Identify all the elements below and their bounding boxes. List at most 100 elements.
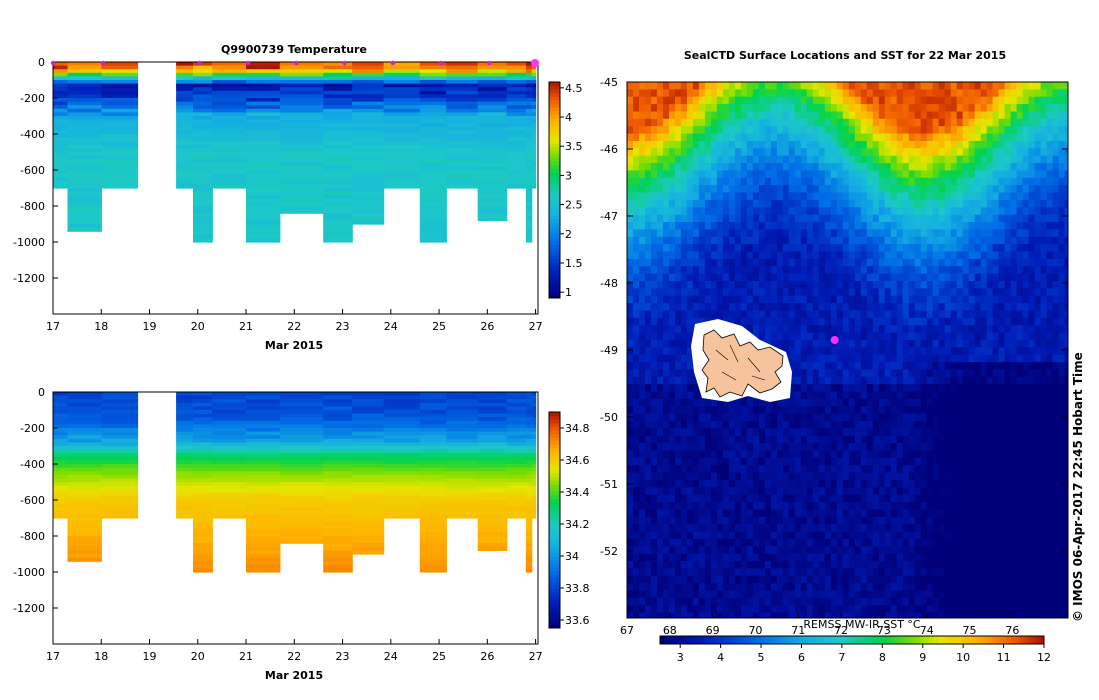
sst-cell (824, 369, 832, 378)
sst-cell (698, 118, 706, 127)
section-cell (383, 173, 421, 178)
sst-cell (830, 155, 838, 164)
sst-cell (758, 155, 766, 164)
sst-cell (860, 222, 868, 230)
sst-cell (914, 118, 922, 127)
sst-cell (1052, 384, 1060, 393)
sst-cell (998, 391, 1006, 400)
sst-cell (1052, 148, 1060, 157)
sst-cell (800, 244, 808, 252)
x-tick-label: 27 (529, 650, 543, 663)
section-cell (279, 435, 324, 440)
sst-cell (962, 111, 970, 120)
sst-cell (992, 347, 1000, 356)
section-cell (477, 209, 508, 214)
sst-cell (704, 177, 712, 186)
sst-cell (680, 303, 688, 311)
colorbar-swatch (549, 226, 560, 231)
sst-cell (740, 111, 748, 120)
sst-cell (812, 406, 820, 415)
section-cell (477, 141, 508, 146)
section-cell (531, 417, 537, 422)
sst-cell (896, 222, 904, 230)
sst-cell (1034, 244, 1042, 252)
sst-cell (974, 347, 982, 356)
sst-cell (746, 325, 754, 334)
sst-cell (675, 266, 682, 275)
section-cell (525, 112, 533, 117)
sst-cell (710, 303, 718, 311)
sst-cell (770, 229, 778, 238)
sst-cell (854, 133, 862, 142)
salinity-frame (52, 391, 539, 645)
sst-cell (704, 89, 712, 98)
sst-cell (908, 369, 916, 378)
section-cell (246, 478, 281, 483)
sst-cell (818, 258, 826, 267)
section-cell (525, 144, 533, 149)
section-cell (246, 410, 281, 415)
sst-cell (728, 155, 736, 164)
section-cell (323, 166, 353, 171)
sst-cell (746, 288, 754, 297)
section-cell (525, 62, 533, 67)
section-cell (352, 141, 385, 146)
sst-cell (968, 96, 976, 105)
sst-cell (956, 273, 964, 282)
section-cell (279, 130, 324, 135)
sst-cell (776, 96, 784, 105)
sst-cell (902, 236, 910, 245)
sst-cell (710, 295, 718, 304)
sst-cell (824, 236, 832, 245)
sst-cell (680, 406, 688, 415)
sst-cell (920, 332, 928, 341)
colorbar-swatch (549, 509, 560, 514)
sst-cell (938, 89, 946, 98)
sst-cell (716, 214, 724, 223)
sst-cell (776, 398, 784, 407)
sst-cell (842, 295, 850, 304)
section-cell (323, 503, 353, 508)
sst-cell (669, 406, 676, 415)
sst-cell (740, 229, 748, 238)
sst-cell (986, 126, 994, 135)
section-cell (53, 101, 69, 106)
sst-cell (938, 288, 946, 297)
sst-cell (1064, 185, 1068, 194)
sst-cell (986, 141, 994, 149)
sst-cell (722, 185, 730, 194)
sst-cell (770, 199, 778, 208)
sst-cell (980, 222, 988, 230)
section-cell (67, 123, 102, 128)
sst-cell (639, 185, 646, 194)
sst-cell (1022, 406, 1030, 415)
section-cell (193, 395, 213, 400)
section-cell (193, 464, 213, 469)
section-cell (525, 525, 533, 530)
section-cell (531, 485, 537, 490)
sst-cell (692, 244, 700, 252)
sst-cell (728, 207, 736, 216)
sst-cell (1058, 362, 1066, 370)
sst-cell (824, 406, 832, 415)
sst-cell (848, 369, 856, 378)
sst-cell (639, 281, 646, 289)
section-cell (246, 123, 281, 128)
section-cell (525, 209, 533, 214)
sst-cell (1022, 170, 1030, 179)
sst-cell (968, 111, 976, 120)
sst-cell (710, 163, 718, 171)
sst-cell (734, 222, 742, 230)
sst-cell (764, 273, 772, 282)
sst-cell (651, 310, 658, 319)
sst-cell (800, 339, 808, 348)
sst-cell (704, 236, 712, 245)
section-cell (419, 162, 447, 167)
sst-cell (950, 244, 958, 252)
section-cell (279, 112, 324, 117)
sst-cell (896, 384, 904, 393)
sst-cell (806, 303, 814, 311)
sst-cell (1058, 155, 1066, 164)
sst-cell (890, 376, 898, 385)
sst-cell (633, 148, 640, 157)
